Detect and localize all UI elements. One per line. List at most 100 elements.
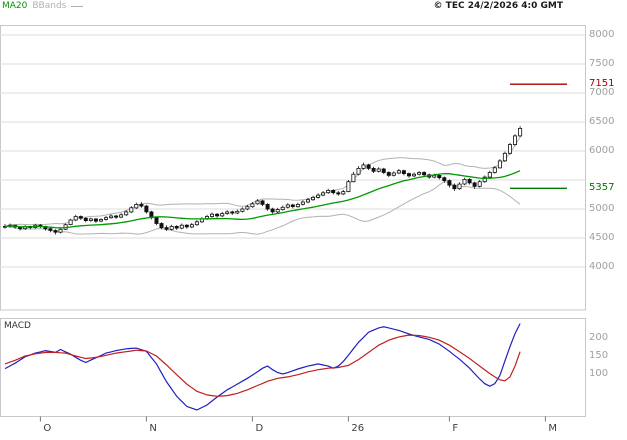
candle-body xyxy=(437,174,442,179)
candle-body xyxy=(502,152,507,162)
candle-body xyxy=(406,173,411,177)
candle-body xyxy=(386,172,391,176)
candle-body xyxy=(225,211,230,214)
price-axis-label: 7000 xyxy=(589,87,615,98)
candle-body xyxy=(482,176,487,183)
candle-body xyxy=(93,218,98,222)
candle-body xyxy=(361,164,366,169)
candle-body xyxy=(371,167,376,172)
candle-body xyxy=(326,189,331,194)
candle-body xyxy=(129,207,134,213)
macd-plot-border xyxy=(0,318,586,417)
ma20-line xyxy=(4,170,521,229)
candle-body xyxy=(346,181,351,192)
candle-body xyxy=(467,178,472,184)
candle-body xyxy=(411,173,416,177)
bollinger-lower-band xyxy=(4,181,521,235)
main-plot-border xyxy=(0,25,586,311)
candle-body xyxy=(114,215,119,218)
candle-body xyxy=(139,203,144,207)
candle-body xyxy=(104,217,109,220)
candle-body xyxy=(169,225,174,230)
x-axis-month-label: N xyxy=(149,423,157,434)
price-axis-label: 4000 xyxy=(589,261,615,272)
candle-body xyxy=(109,215,114,219)
candle-body xyxy=(235,210,240,214)
candle-body xyxy=(159,223,164,228)
candle-body xyxy=(164,227,169,230)
candle-body xyxy=(331,189,336,194)
candle-body xyxy=(518,127,523,137)
price-axis-label: 7500 xyxy=(589,58,615,69)
candle-body xyxy=(457,183,462,190)
candle-body xyxy=(134,203,139,209)
candle-body xyxy=(316,194,321,198)
candle-body xyxy=(351,173,356,183)
candle-body xyxy=(68,219,73,225)
candle-body xyxy=(88,218,93,221)
candle-body xyxy=(285,204,290,208)
macd-axis-label: 200 xyxy=(589,332,609,343)
candle-body xyxy=(477,181,482,187)
candle-body xyxy=(119,214,124,218)
candle-body xyxy=(487,172,492,178)
candle-body xyxy=(513,135,518,145)
candle-body xyxy=(401,170,406,174)
candle-body xyxy=(270,208,275,213)
candle-body xyxy=(99,218,104,222)
candle-body xyxy=(417,172,422,175)
candle-body xyxy=(215,213,220,217)
candle-body xyxy=(366,164,371,169)
candle-body xyxy=(447,180,452,186)
legend-bbands-label: BBands xyxy=(32,1,67,11)
candle-body xyxy=(492,167,497,173)
candle-body xyxy=(220,213,225,217)
candle-body xyxy=(280,206,285,211)
candle-body xyxy=(472,182,477,187)
macd-line xyxy=(4,323,521,411)
candle-body xyxy=(275,209,280,213)
candle-body xyxy=(300,201,305,205)
x-axis-month-label: 26 xyxy=(351,423,365,434)
price-axis-label: 6500 xyxy=(589,116,615,127)
candle-body xyxy=(452,184,457,190)
candle-body xyxy=(250,203,255,208)
macd-panel-label: MACD xyxy=(4,321,31,331)
legend-ma20-label: MA20 xyxy=(2,1,28,11)
candle-body xyxy=(396,170,401,174)
candle-body xyxy=(73,216,78,221)
copyright-timestamp: © TEC 24/2/2026 4:0 GMT xyxy=(433,1,563,11)
candle-body xyxy=(310,196,315,201)
candle-body xyxy=(58,228,63,233)
price-axis-label: 8000 xyxy=(589,29,615,40)
candle-body xyxy=(245,206,250,210)
candle-body xyxy=(260,200,265,205)
macd-axis-label: 150 xyxy=(589,350,609,361)
bollinger-upper-band xyxy=(4,136,521,227)
legend-bbands-line-swatch xyxy=(71,5,84,7)
candle-body xyxy=(341,191,346,195)
legend: MA20 BBands xyxy=(2,1,84,11)
candle-body xyxy=(321,192,326,196)
candle-body xyxy=(154,217,159,224)
candle-body xyxy=(290,204,295,207)
level-price-label: 5357 xyxy=(589,182,615,194)
candle-body xyxy=(497,160,502,169)
candle-body xyxy=(381,168,386,173)
candle-body xyxy=(376,168,381,172)
candle-body xyxy=(184,224,189,228)
price-axis-label: 5000 xyxy=(589,203,615,214)
x-axis-month-label: O xyxy=(43,423,52,434)
candle-body xyxy=(179,224,184,229)
candle-body xyxy=(83,217,88,222)
candle-body xyxy=(209,213,214,217)
x-axis-month-label: F xyxy=(452,423,459,434)
candle-body xyxy=(194,221,199,226)
candle-body xyxy=(189,224,194,228)
candle-body xyxy=(507,144,512,154)
macd-axis-label: 100 xyxy=(589,368,609,379)
candle-body xyxy=(336,192,341,195)
level-price-label: 7151 xyxy=(589,78,615,90)
candle-body xyxy=(356,167,361,175)
